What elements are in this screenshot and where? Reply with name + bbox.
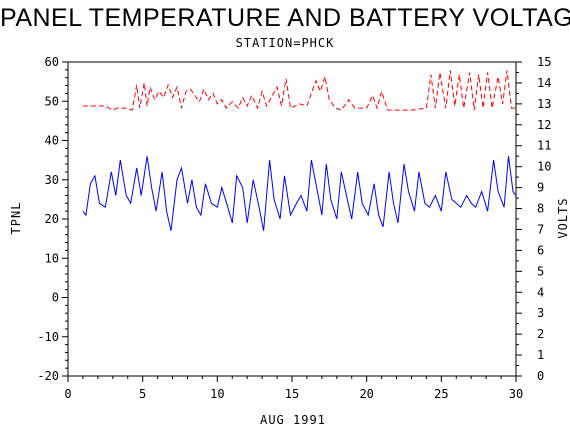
chart-subtitle: STATION=PHCK: [235, 36, 335, 50]
y-left-tick-label: 60: [45, 55, 59, 69]
y-left-tick-label: 30: [45, 173, 59, 187]
y-right-tick-label: 9: [537, 181, 544, 195]
y-axis-left-title: TPNL: [9, 202, 23, 235]
y-right-tick-label: 13: [537, 97, 551, 111]
x-tick-label: 30: [509, 387, 523, 401]
y-right-tick-label: 11: [537, 139, 551, 153]
x-tick-label: 0: [64, 387, 71, 401]
y-right-tick-label: 3: [537, 306, 544, 320]
panel-temperature-line: [82, 156, 517, 231]
y-right-tick-label: 7: [537, 222, 544, 236]
x-tick-label: 15: [285, 387, 299, 401]
chart-title: PANEL TEMPERATURE AND BATTERY VOLTAGE: [0, 4, 570, 32]
x-axis-title: AUG 1991: [260, 413, 326, 427]
x-tick-label: 5: [139, 387, 146, 401]
y-right-tick-label: 5: [537, 264, 544, 278]
y-right-tick-label: 10: [537, 160, 551, 174]
y-left-tick-label: 40: [45, 134, 59, 148]
y-right-tick-label: 1: [537, 348, 544, 362]
y-right-tick-label: 6: [537, 243, 544, 257]
y-right-tick-label: 8: [537, 202, 544, 216]
y-right-tick-label: 15: [537, 55, 551, 69]
y-right-tick-label: 14: [537, 76, 551, 90]
x-tick-label: 25: [434, 387, 448, 401]
x-tick-label: 10: [210, 387, 224, 401]
y-axis-right-title: VOLTS: [556, 197, 570, 238]
plot-frame: [67, 61, 517, 377]
y-right-tick-label: 4: [537, 285, 544, 299]
y-left-tick-label: 0: [52, 291, 59, 305]
x-tick-label: 20: [359, 387, 373, 401]
battery-voltage-line: [82, 70, 516, 111]
y-right-tick-label: 2: [537, 327, 544, 341]
y-left-tick-label: -10: [37, 330, 59, 344]
y-left-tick-label: 20: [45, 212, 59, 226]
y-left-tick-label: 50: [45, 94, 59, 108]
y-left-tick-label: -20: [37, 369, 59, 383]
y-right-tick-label: 0: [537, 369, 544, 383]
y-right-tick-label: 12: [537, 118, 551, 132]
y-left-tick-label: 10: [45, 251, 59, 265]
